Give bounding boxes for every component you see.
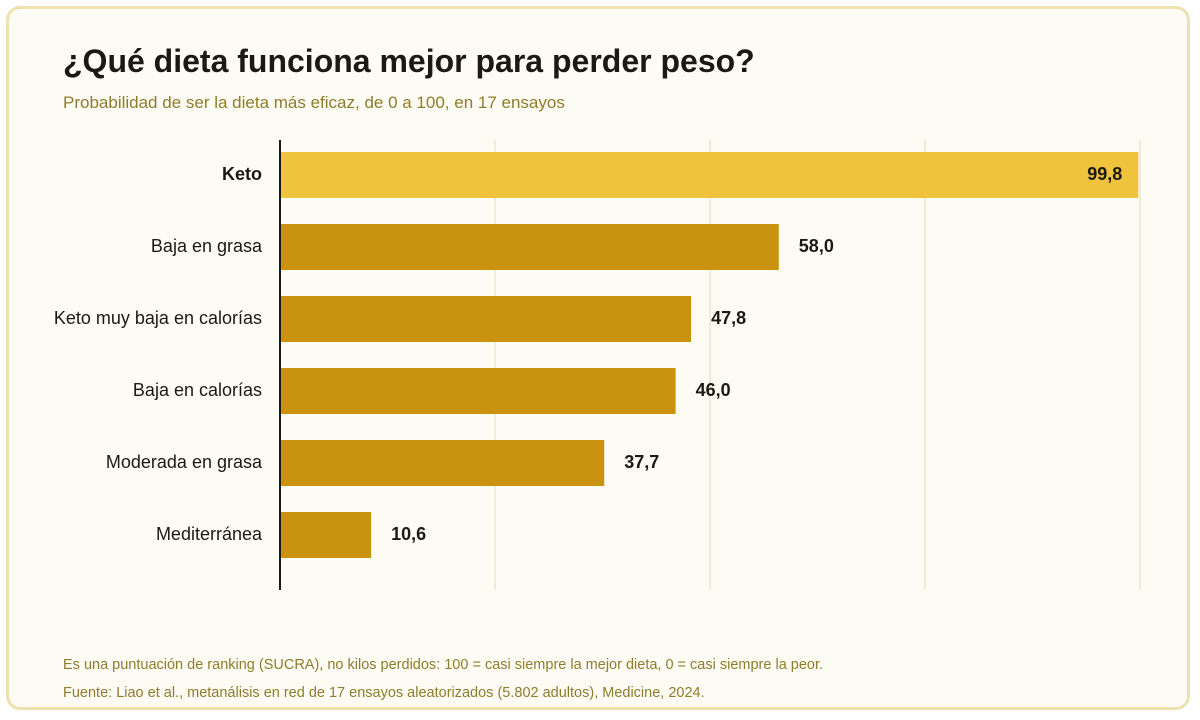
chart-note: Es una puntuación de ranking (SUCRA), no…: [63, 657, 824, 673]
bar: [280, 440, 605, 486]
value-label: 99,8: [1087, 164, 1122, 184]
chart-title: ¿Qué dieta funciona mejor para perder pe…: [63, 43, 755, 79]
category-label: Keto muy baja en calorías: [54, 308, 262, 328]
bar: [280, 512, 372, 558]
x-tick-label: 0: [276, 608, 285, 609]
value-label: 10,6: [391, 524, 426, 544]
x-tick-label: 75: [916, 608, 934, 609]
value-label: 47,8: [711, 308, 746, 328]
bar: [280, 296, 692, 342]
x-tick-label: 25: [486, 608, 504, 609]
chart-card: ¿Qué dieta funciona mejor para perder pe…: [6, 6, 1190, 710]
bar: [280, 368, 676, 414]
value-label: 46,0: [696, 380, 731, 400]
chart-subtitle: Probabilidad de ser la dieta más eficaz,…: [63, 93, 565, 112]
chart-source: Fuente: Liao et al., metanálisis en red …: [63, 685, 705, 701]
category-label: Mediterránea: [156, 524, 263, 544]
category-label: Baja en grasa: [151, 236, 263, 256]
category-label: Keto: [222, 164, 262, 184]
value-label: 37,7: [624, 452, 659, 472]
bar: [280, 224, 779, 270]
category-label: Moderada en grasa: [106, 452, 263, 472]
value-label: 58,0: [799, 236, 834, 256]
bar: [280, 152, 1139, 198]
x-tick-label: 100: [1127, 608, 1154, 609]
bar-chart: 0 25 50 75 100 Keto 99,8 Baja en grasa 58,0 Keto …: [54, 140, 1154, 609]
x-tick-label: 50: [701, 608, 719, 609]
category-label: Baja en calorías: [133, 380, 262, 400]
